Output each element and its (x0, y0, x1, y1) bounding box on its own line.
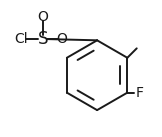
Text: F: F (136, 86, 144, 100)
Text: O: O (37, 11, 48, 25)
Text: S: S (37, 30, 48, 48)
Text: O: O (56, 32, 67, 46)
Text: Cl: Cl (14, 32, 28, 46)
